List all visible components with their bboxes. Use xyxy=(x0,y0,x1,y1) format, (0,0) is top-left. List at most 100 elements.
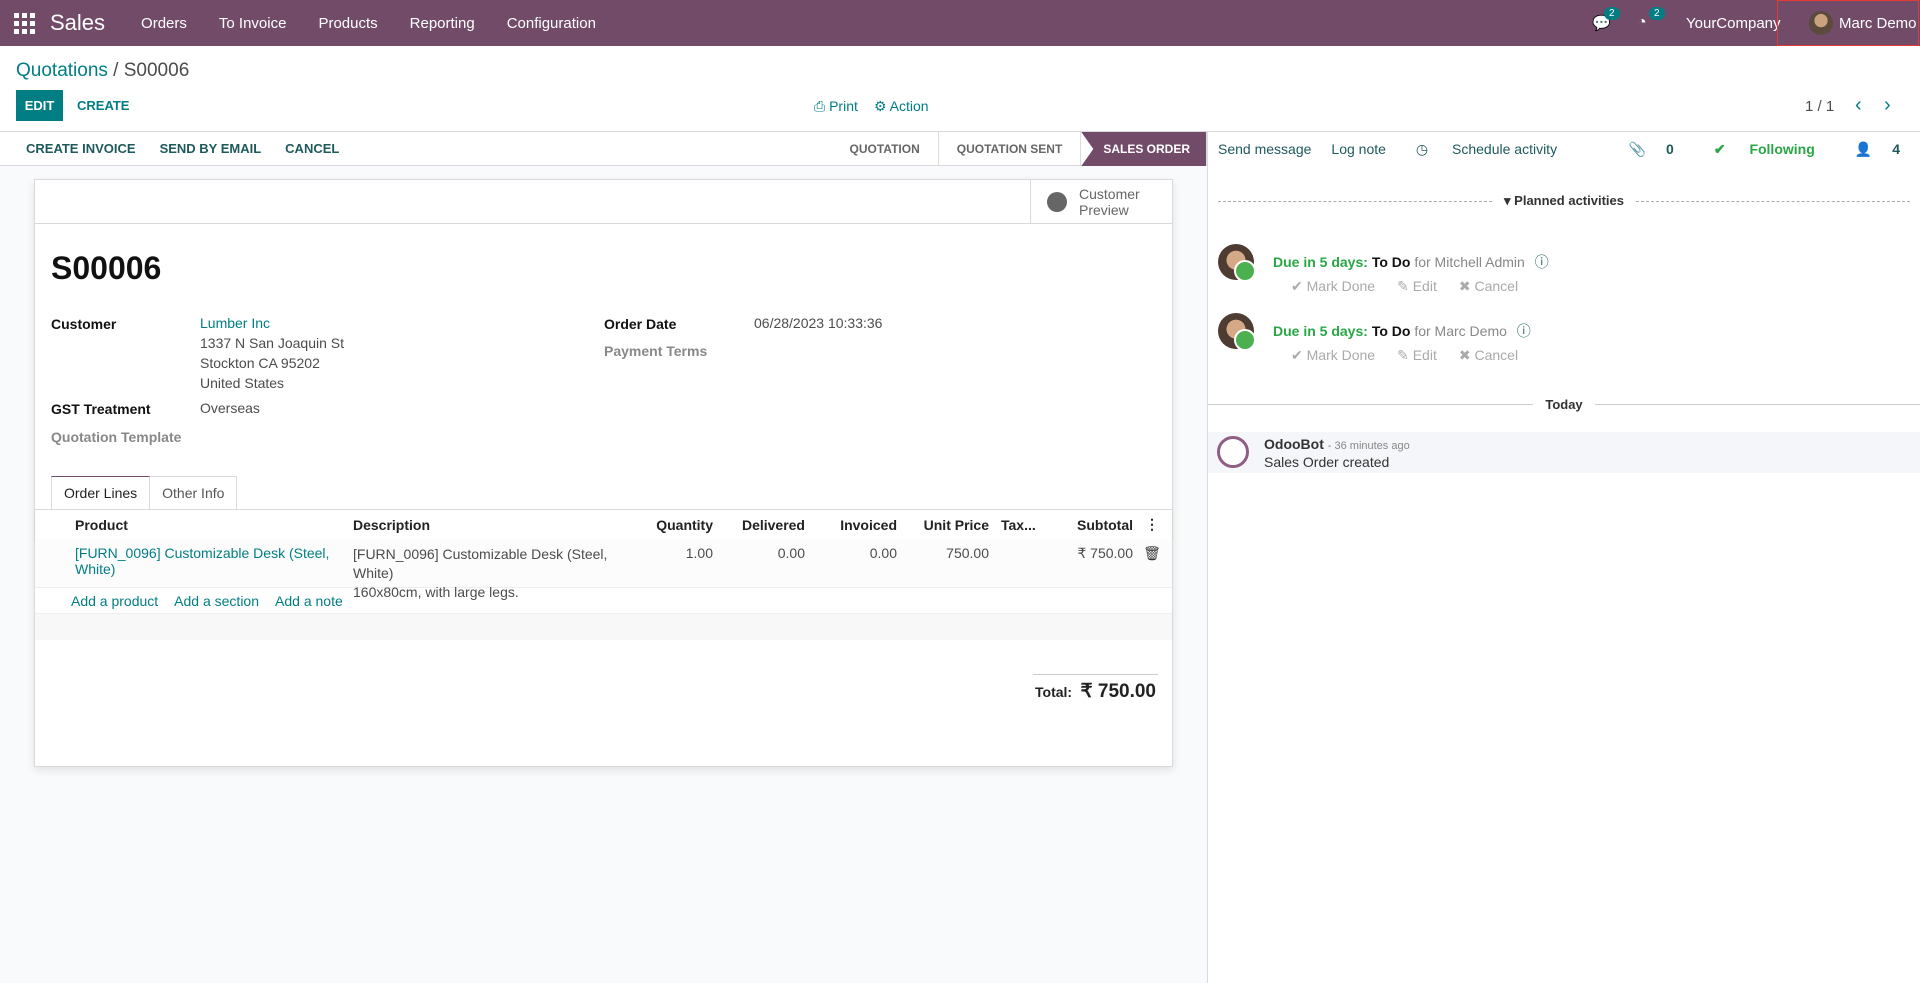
gst-treatment-label: GST Treatment xyxy=(51,401,151,417)
chatter-topbar: Send message Log note ◷ Schedule activit… xyxy=(1208,132,1920,166)
following-button[interactable]: ✔ Following xyxy=(1704,141,1825,158)
customer-link[interactable]: Lumber Inc xyxy=(200,315,271,331)
col-description[interactable]: Description xyxy=(353,516,431,533)
message-author[interactable]: OdooBot xyxy=(1264,436,1324,452)
add-note-link[interactable]: Add a note xyxy=(275,592,343,609)
send-by-email-button[interactable]: SEND BY EMAIL xyxy=(159,141,262,156)
trash-icon[interactable]: 🗑 xyxy=(1143,545,1161,561)
cancel-order-button[interactable]: CANCEL xyxy=(285,141,340,156)
form-tabs: Order Lines Other Info xyxy=(51,476,238,509)
gst-treatment-field[interactable]: Overseas xyxy=(200,400,260,416)
chatter: Send message Log note ◷ Schedule activit… xyxy=(1207,132,1920,983)
mark-done-button[interactable]: ✔ Mark Done xyxy=(1291,278,1376,294)
quotation-template-label: Quotation Template xyxy=(51,429,182,445)
user-menu[interactable]: Marc Demo xyxy=(1777,0,1919,46)
line-product[interactable]: [FURN_0096] Customizable Desk (Steel, Wh… xyxy=(75,545,330,577)
activity-type: To Do xyxy=(1371,323,1411,339)
col-delivered[interactable]: Delivered xyxy=(741,516,805,533)
activity-due: Due in 5 days: xyxy=(1273,323,1368,339)
col-invoiced[interactable]: Invoiced xyxy=(840,516,897,533)
edit-activity-button[interactable]: ✎ Edit xyxy=(1397,347,1437,363)
messages-button[interactable]: 💬 2 xyxy=(1592,0,1620,46)
add-product-link[interactable]: Add a product xyxy=(71,592,159,609)
create-invoice-button[interactable]: CREATE INVOICE xyxy=(26,141,136,156)
line-invoiced: 0.00 xyxy=(869,545,897,561)
line-delivered: 0.00 xyxy=(777,545,805,561)
customer-label: Customer xyxy=(51,316,117,332)
followers-button[interactable]: 👤 4 xyxy=(1845,141,1910,158)
activity-assignee: for Mitchell Admin xyxy=(1414,254,1525,270)
company-switcher[interactable]: YourCompany xyxy=(1686,14,1781,32)
log-note-button[interactable]: Log note xyxy=(1331,141,1386,157)
col-subtotal[interactable]: Subtotal xyxy=(1077,516,1133,533)
breadcrumb: Quotations / S00006 xyxy=(16,60,189,82)
print-button[interactable]: ⎙ Print xyxy=(814,98,858,115)
app-name[interactable]: Sales xyxy=(50,10,106,35)
customer-field: Lumber Inc 1337 N San Joaquin St Stockto… xyxy=(200,313,344,393)
line-description-1: [FURN_0096] Customizable Desk (Steel, Wh… xyxy=(353,546,608,581)
tab-order-lines[interactable]: Order Lines xyxy=(51,476,151,509)
action-button[interactable]: ⚙ Action xyxy=(874,98,929,115)
stage-quotation-sent[interactable]: QUOTATION SENT xyxy=(939,132,1082,166)
address-line-3: United States xyxy=(200,375,285,391)
activities-button[interactable]: ◔ 2 xyxy=(1637,0,1665,46)
activity-assignee: for Marc Demo xyxy=(1414,323,1507,339)
messages-badge: 2 xyxy=(1604,7,1620,20)
pager-value[interactable]: 1 / 1 xyxy=(1805,98,1835,115)
cancel-activity-button[interactable]: ✖ Cancel xyxy=(1458,278,1519,294)
mark-done-button[interactable]: ✔ Mark Done xyxy=(1291,347,1376,363)
col-product[interactable]: Product xyxy=(75,516,128,533)
empty-row xyxy=(35,613,1172,640)
activity-type: To Do xyxy=(1371,254,1411,270)
cancel-activity-button[interactable]: ✖ Cancel xyxy=(1458,347,1519,363)
order-date-field[interactable]: 06/28/2023 10:33:36 xyxy=(754,315,883,331)
table-row[interactable]: [FURN_0096] Customizable Desk (Steel, Wh… xyxy=(35,539,1172,600)
followers-count: 4 xyxy=(1892,140,1900,157)
today-separator: Today xyxy=(1208,397,1920,412)
breadcrumb-quotations[interactable]: Quotations xyxy=(16,60,108,81)
line-taxes xyxy=(993,545,1043,587)
check-icon: ✔ xyxy=(1713,140,1730,157)
action-label: Action xyxy=(889,98,929,114)
paperclip-icon: 📎 xyxy=(1628,140,1647,157)
attachments-button[interactable]: 📎 0 xyxy=(1619,141,1684,158)
edit-button[interactable]: EDIT xyxy=(16,90,63,121)
send-message-button[interactable]: Send message xyxy=(1218,141,1312,157)
col-quantity[interactable]: Quantity xyxy=(656,516,713,533)
stage-quotation[interactable]: QUOTATION xyxy=(832,132,939,166)
customer-preview-button[interactable]: Customer Preview xyxy=(1030,180,1172,224)
form-statusbar: CREATE INVOICE SEND BY EMAIL CANCEL QUOT… xyxy=(0,132,1207,166)
tab-other-info[interactable]: Other Info xyxy=(150,476,238,509)
info-icon[interactable]: ⓘ xyxy=(1516,323,1531,339)
create-button[interactable]: CREATE xyxy=(77,98,130,113)
info-icon[interactable]: ⓘ xyxy=(1534,254,1549,270)
stage-sales-order[interactable]: SALES ORDER xyxy=(1081,132,1207,166)
menu-reporting[interactable]: Reporting xyxy=(409,14,475,32)
apps-menu-icon[interactable] xyxy=(14,11,38,35)
schedule-activity-button[interactable]: ◷ Schedule activity xyxy=(1406,141,1567,158)
menu-orders[interactable]: Orders xyxy=(141,14,187,32)
menu-to-invoice[interactable]: To Invoice xyxy=(218,14,287,32)
print-label: Print xyxy=(829,98,858,114)
clock-icon: ◔ 2 xyxy=(1637,7,1665,32)
breadcrumb-current: S00006 xyxy=(123,60,190,81)
top-navbar: Sales Orders To Invoice Products Reporti… xyxy=(0,0,1920,46)
next-record-icon[interactable]: › xyxy=(1884,94,1891,116)
total-label: Total: xyxy=(1035,684,1073,700)
planned-activities-toggle[interactable]: ▾ Planned activities xyxy=(1208,193,1920,209)
control-panel: Quotations / S00006 EDIT CREATE ⎙ Print … xyxy=(0,46,1920,132)
line-description-2: 160x80cm, with large legs. xyxy=(353,584,519,600)
edit-activity-button[interactable]: ✎ Edit xyxy=(1397,278,1437,294)
col-taxes[interactable]: Tax... xyxy=(1001,516,1036,533)
menu-products[interactable]: Products xyxy=(318,14,378,32)
menu-configuration[interactable]: Configuration xyxy=(506,14,596,32)
address-line-2: Stockton CA 95202 xyxy=(200,355,320,371)
line-description: [FURN_0096] Customizable Desk (Steel, Wh… xyxy=(349,545,627,600)
user-icon: 👤 xyxy=(1854,140,1873,157)
order-name: S00006 xyxy=(51,250,162,286)
globe-icon xyxy=(1047,192,1067,212)
optional-columns-icon[interactable]: ⋮ xyxy=(1145,516,1159,532)
col-unit-price[interactable]: Unit Price xyxy=(923,516,989,533)
add-section-link[interactable]: Add a section xyxy=(174,592,260,609)
previous-record-icon[interactable]: ‹ xyxy=(1855,94,1862,116)
